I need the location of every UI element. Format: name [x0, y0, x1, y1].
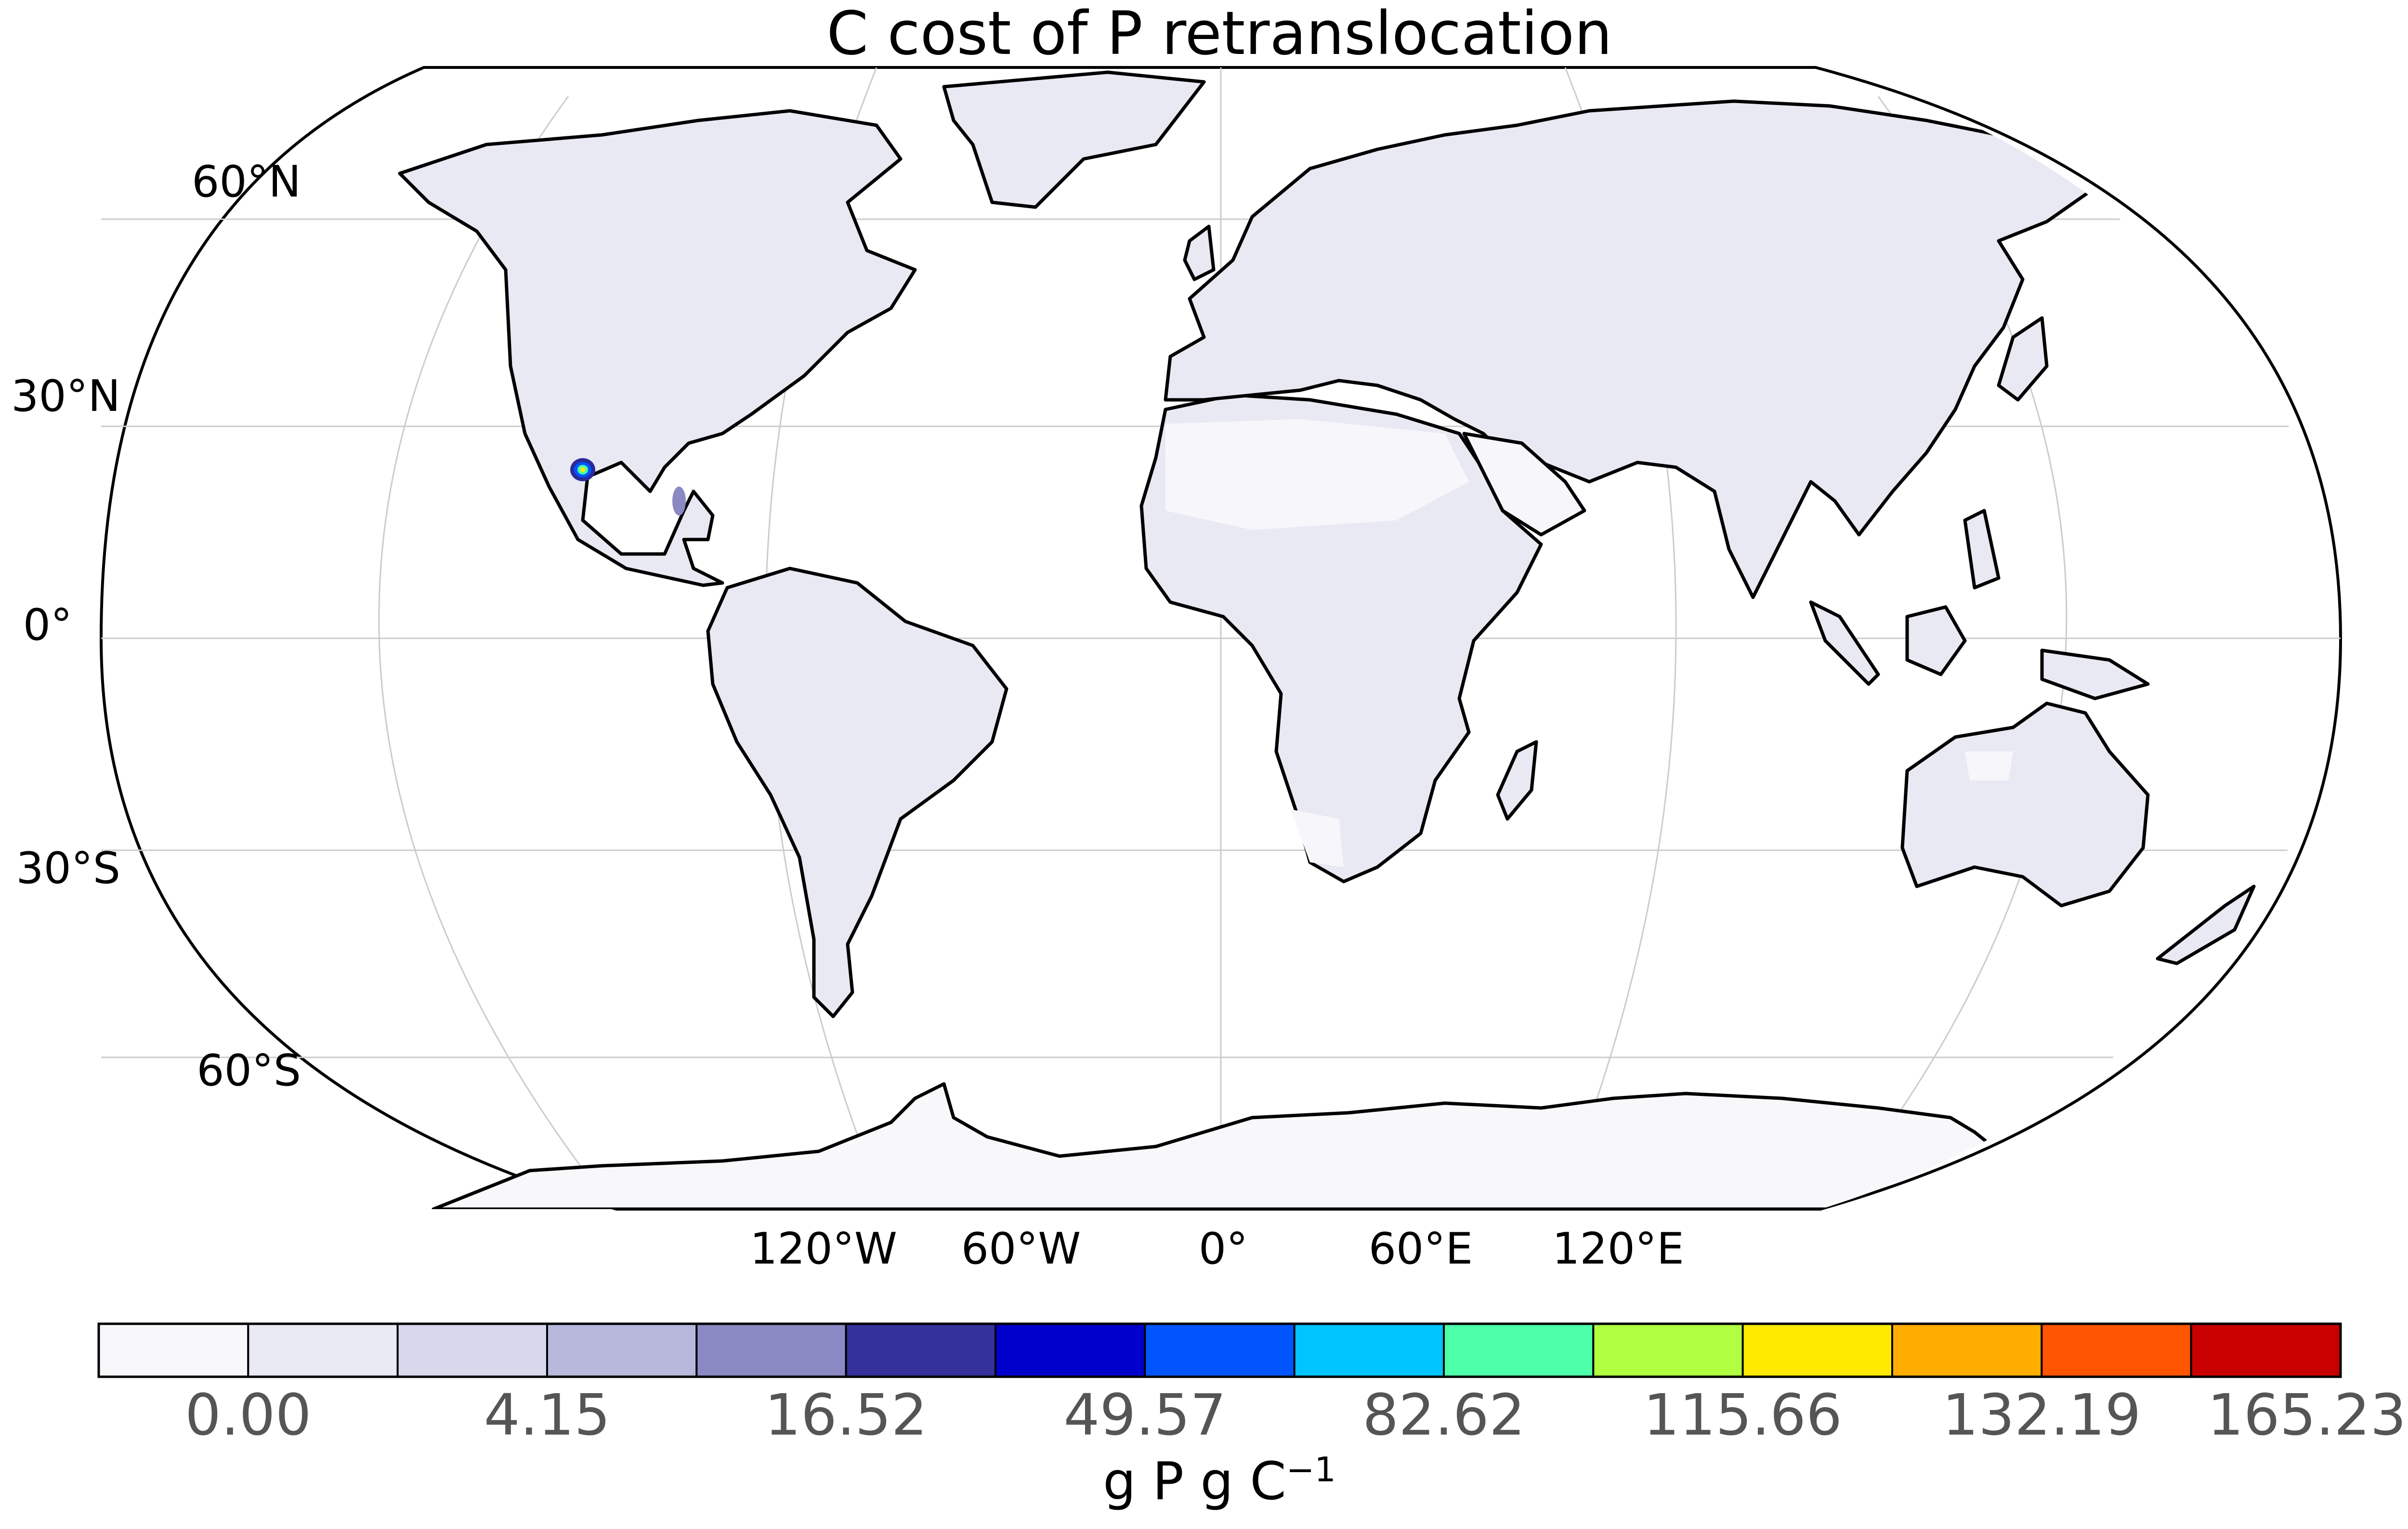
new-guinea: [2040, 648, 2150, 700]
colorbar-cell: [1592, 1323, 1744, 1378]
colorbar-tick-label: 115.66: [1643, 1382, 1843, 1448]
north-america: [398, 109, 917, 587]
colorbar-tick-label: 49.57: [1063, 1382, 1227, 1448]
lon-label-60w: 60°W: [961, 1224, 1081, 1274]
colorbar-cell: [2041, 1323, 2192, 1378]
colorbar-cell: [2190, 1323, 2342, 1378]
colorbar-cell: [1891, 1323, 2043, 1378]
colorbar-cell: [98, 1323, 249, 1378]
greenland: [942, 70, 1206, 209]
eurasia: [1164, 99, 2097, 599]
philippines: [1963, 509, 2001, 590]
madagascar: [1496, 740, 1538, 821]
antarctica: [432, 1082, 2073, 1209]
colorbar-cell: [1293, 1323, 1445, 1378]
colorbar-tick-label: 165.23: [2207, 1382, 2407, 1448]
lon-label-60e: 60°E: [1368, 1224, 1473, 1274]
lat-label-60s: 60°S: [196, 1045, 301, 1096]
borneo: [1905, 605, 1967, 676]
lat-label-30n: 30°N: [11, 371, 120, 422]
colorbar-cell: [695, 1323, 847, 1378]
mexico-hotspot: [570, 458, 686, 515]
lon-label-0: 0°: [1198, 1224, 1248, 1274]
colorbar-tick-label: 0.00: [184, 1382, 312, 1448]
colorbar-tick-label: 4.15: [484, 1382, 611, 1448]
great-britain: [1183, 224, 1216, 281]
colorbar-cell: [845, 1323, 996, 1378]
colorbar-tick-label: 16.52: [764, 1382, 928, 1448]
australia: [1900, 701, 2150, 908]
colorbar-cell: [247, 1323, 399, 1378]
low-value-regions: [1165, 419, 2013, 867]
lat-label-30s: 30°S: [16, 843, 120, 894]
japan: [1997, 316, 2049, 402]
lat-label-60n: 60°N: [192, 157, 301, 207]
colorbar-cell: [1741, 1323, 1894, 1378]
colorbar-cell: [396, 1323, 549, 1378]
map-title: C cost of P retranslocation: [826, 0, 1612, 68]
colorbar-tick-label: 132.19: [1942, 1382, 2141, 1448]
south-america: [706, 567, 1008, 1018]
colorbar-unit: g P g C−1: [1103, 1450, 1336, 1512]
colorbar-cell: [995, 1323, 1146, 1378]
colorbar-cell: [1443, 1323, 1595, 1378]
new-zealand: [2156, 884, 2256, 965]
arabian-peninsula: [1462, 432, 1586, 537]
colorbar-cell: [546, 1323, 698, 1378]
colorbar-cell: [1144, 1323, 1296, 1378]
colorbar-tick-label: 82.62: [1362, 1382, 1525, 1448]
lat-label-0: 0°: [23, 600, 72, 650]
land-masses: [398, 70, 2256, 1209]
lon-label-120e: 120°E: [1552, 1224, 1684, 1274]
sumatra: [1809, 600, 1880, 686]
lon-label-120w: 120°W: [750, 1224, 897, 1274]
